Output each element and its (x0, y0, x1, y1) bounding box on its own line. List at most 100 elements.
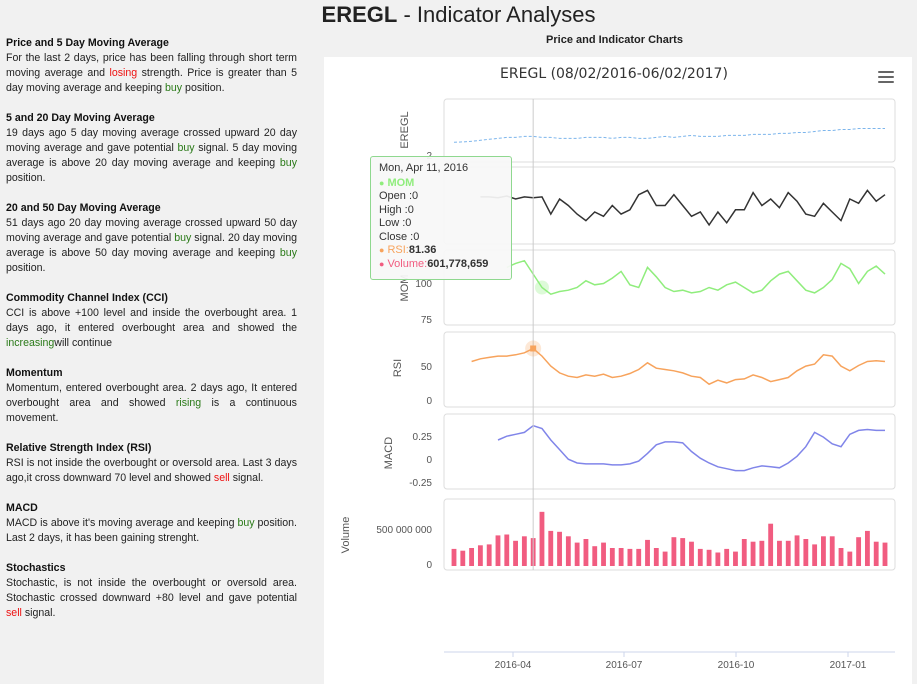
analysis-text: 19 days ago 5 day moving average crossed… (6, 126, 297, 186)
tooltip-open: Open :0 (379, 190, 419, 202)
y-axis-label: MACD (383, 437, 395, 469)
volume-bar (574, 542, 580, 566)
signal-green: buy (279, 247, 297, 259)
y-axis-label: RSI (392, 359, 404, 377)
volume-bar (759, 540, 765, 566)
analysis-title: 5 and 20 Day Moving Average (6, 112, 155, 124)
volume-bar (829, 536, 835, 566)
volume-bar (636, 548, 642, 566)
volume-bar (777, 540, 782, 566)
analysis-text: 51 days ago 20 day moving average crosse… (6, 216, 297, 276)
volume-bar (469, 548, 475, 566)
analysis-section: MACD MACD is above it's moving average an… (6, 501, 297, 546)
volume-bar (803, 539, 809, 566)
y-tick-label: 0.25 (413, 432, 433, 443)
panel-frame (443, 98, 896, 163)
analysis-segment: MACD is above it's moving average and ke… (6, 517, 238, 529)
charts-heading: Price and Indicator Charts (546, 34, 683, 46)
stock-chart[interactable]: EREGL (08/02/2016-06/02/2017)EREGL2MOM10… (324, 57, 912, 684)
tooltip-high: High :0 (379, 203, 414, 216)
signal-green: buy (174, 232, 192, 244)
volume-bar (495, 535, 501, 566)
y-tick-label: 50 (421, 362, 433, 373)
volume-bar (856, 537, 862, 566)
signal-green: buy (237, 517, 255, 529)
y-tick-label: 0 (426, 560, 432, 571)
analysis-segment: signal. 5 day moving average is above 20… (6, 142, 297, 169)
volume-bar (882, 542, 888, 566)
signal-red: sell (6, 607, 22, 619)
volume-bar (768, 523, 774, 566)
analysis-segment: Stochastic, is not inside the overbought… (6, 577, 297, 604)
analysis-segment: For the last 2 days, price has been fall… (6, 52, 297, 79)
volume-bar (838, 548, 844, 566)
analysis-segment: 51 days ago 20 day moving average crosse… (6, 217, 297, 244)
volume-bar (565, 536, 571, 566)
analysis-title: Commodity Channel Index (CCI) (6, 292, 168, 304)
y-axis-label: Volume (340, 517, 352, 554)
tooltip-low: Low :0 (379, 217, 412, 229)
analysis-panel: Price and 5 Day Moving Average For the la… (6, 36, 297, 636)
x-tick-label: 2017-01 (830, 660, 867, 671)
x-tick-label: 2016-04 (495, 660, 532, 671)
analysis-segment: position. (6, 172, 46, 184)
volume-bar (785, 540, 791, 566)
analysis-segment: is a continuous movement. (6, 397, 297, 424)
y-tick-label: 100 (415, 279, 432, 290)
analysis-segment: position. (6, 262, 46, 274)
signal-green: buy (279, 157, 297, 169)
tooltip-rsi: ● RSI:81.36 (379, 244, 437, 256)
volume-bar (733, 551, 738, 566)
y-tick-label: 500 000 000 (376, 525, 432, 536)
analysis-title: 20 and 50 Day Moving Average (6, 202, 161, 214)
chart-title: EREGL (08/02/2016-06/02/2017) (500, 66, 728, 82)
analysis-section: Price and 5 Day Moving Average For the la… (6, 36, 297, 96)
x-tick-label: 2016-07 (606, 660, 643, 671)
volume-bar (513, 540, 518, 566)
analysis-text: RSI is not inside the overbought or over… (6, 456, 297, 486)
volume-bar (689, 541, 694, 566)
y-tick-label: -0.25 (409, 478, 432, 489)
analysis-text: Stochastic, is not inside the overbought… (6, 576, 297, 621)
volume-bar (548, 530, 554, 566)
volume-bar (627, 548, 633, 566)
analysis-section: Commodity Channel Index (CCI) CCI is abov… (6, 291, 297, 351)
volume-bar (706, 549, 712, 566)
volume-bar (601, 542, 606, 566)
volume-bar (794, 535, 800, 566)
volume-bar (460, 550, 466, 566)
panel-frame (443, 249, 896, 326)
analysis-segment: RSI is not inside the overbought or over… (6, 457, 297, 484)
analysis-title: Price and 5 Day Moving Average (6, 37, 169, 49)
signal-red: losing (109, 67, 138, 79)
volume-bar (812, 544, 818, 566)
tooltip-close: Close :0 (379, 230, 420, 243)
tooltip-date: Mon, Apr 11, 2016 (379, 162, 469, 174)
analysis-section: 5 and 20 Day Moving Average 19 days ago 5… (6, 111, 297, 186)
analysis-section: Relative Strength Index (RSI) RSI is not … (6, 441, 297, 486)
series-line-4 (497, 424, 885, 472)
analysis-title: Stochastics (6, 562, 66, 574)
volume-bar (662, 551, 668, 566)
volume-bar (847, 551, 853, 566)
chart-container[interactable]: EREGL (08/02/2016-06/02/2017)EREGL2MOM10… (324, 57, 912, 684)
volume-bar (821, 536, 826, 566)
analysis-section: Momentum Momentum, entered overbought are… (6, 366, 297, 426)
volume-bar (521, 536, 527, 566)
volume-bar (504, 534, 510, 566)
analysis-text: MACD is above it's moving average and ke… (6, 516, 297, 546)
analysis-segment: signal. 20 day moving average is above 5… (6, 232, 297, 259)
volume-bar (864, 530, 870, 566)
volume-bar (741, 539, 747, 566)
tooltip-series: ● MOM (379, 176, 415, 189)
volume-bar (697, 548, 703, 566)
page-title: EREGL - Indicator Analyses (321, 2, 596, 27)
volume-bar (477, 545, 483, 566)
panel-frame (443, 331, 896, 408)
y-tick-label: 75 (421, 315, 433, 326)
volume-bar (618, 548, 624, 566)
hamburger-menu-icon[interactable] (878, 71, 894, 83)
analysis-title: MACD (6, 502, 38, 514)
y-axis-label: MOM (399, 275, 411, 302)
volume-bar (750, 541, 756, 566)
